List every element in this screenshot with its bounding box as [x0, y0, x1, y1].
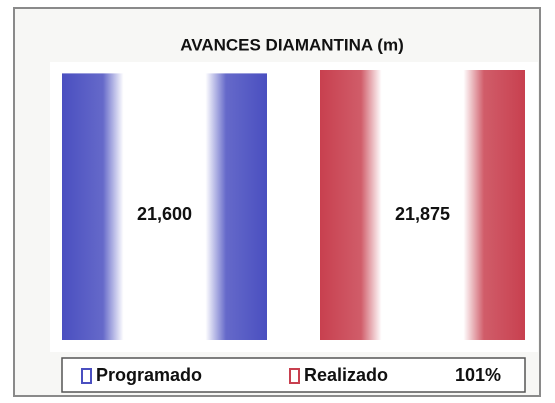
legend-marker [81, 368, 92, 384]
data-label: 21,600 [137, 204, 192, 224]
legend-marker [289, 368, 300, 384]
bar [320, 70, 525, 340]
legend-label: Programado [96, 365, 202, 385]
legend-label: Realizado [304, 365, 388, 385]
bar [62, 73, 267, 340]
chart-title: AVANCES DIAMANTINA (m) [180, 35, 404, 54]
annotation: 101% [455, 365, 501, 385]
data-label: 21,875 [395, 204, 450, 224]
